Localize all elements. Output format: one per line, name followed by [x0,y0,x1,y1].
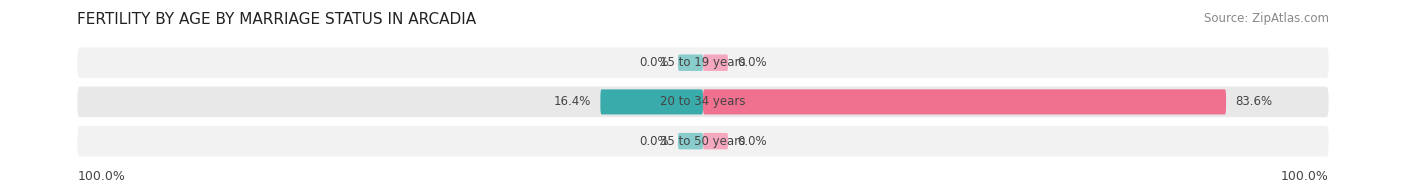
FancyBboxPatch shape [703,89,1226,114]
Text: 83.6%: 83.6% [1236,95,1272,108]
Text: 0.0%: 0.0% [638,135,669,148]
FancyBboxPatch shape [77,126,1329,156]
Text: 35 to 50 years: 35 to 50 years [661,135,745,148]
Text: Source: ZipAtlas.com: Source: ZipAtlas.com [1204,12,1329,25]
FancyBboxPatch shape [77,87,1329,117]
FancyBboxPatch shape [600,89,703,114]
FancyBboxPatch shape [703,133,728,149]
FancyBboxPatch shape [703,54,728,71]
Text: 16.4%: 16.4% [554,95,591,108]
Text: 0.0%: 0.0% [638,56,669,69]
Text: 0.0%: 0.0% [737,135,768,148]
Text: 20 to 34 years: 20 to 34 years [661,95,745,108]
FancyBboxPatch shape [678,133,703,149]
Text: FERTILITY BY AGE BY MARRIAGE STATUS IN ARCADIA: FERTILITY BY AGE BY MARRIAGE STATUS IN A… [77,12,477,27]
Text: 0.0%: 0.0% [737,56,768,69]
FancyBboxPatch shape [678,54,703,71]
Text: 100.0%: 100.0% [77,170,125,183]
Text: 15 to 19 years: 15 to 19 years [661,56,745,69]
Text: 100.0%: 100.0% [1281,170,1329,183]
FancyBboxPatch shape [77,47,1329,78]
